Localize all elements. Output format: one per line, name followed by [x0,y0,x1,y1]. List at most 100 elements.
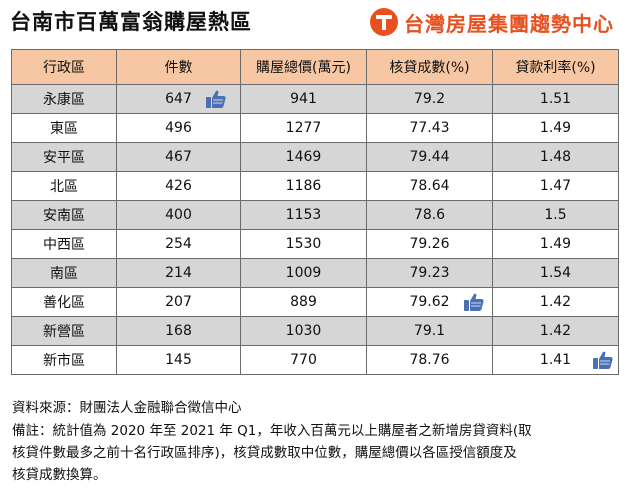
table-row: 安平區 467 1469 79.44 1.48 [11,142,619,172]
cell-price-value: 1009 [285,265,322,281]
table-row: 新市區 145 770 78.76 1.41 [11,345,619,375]
cell-price: 941 [240,84,367,114]
cell-ltv: 79.62 [366,287,493,317]
cell-ltv-value: 79.2 [413,91,446,107]
cell-rate-value: 1.42 [539,294,572,310]
header: 台南市百萬富翁購屋熱區 台灣房屋集團趨勢中心 [0,0,628,44]
cell-district: 新市區 [11,345,117,375]
cell-count: 145 [116,345,241,375]
cell-ltv: 77.43 [366,113,493,143]
cell-ltv: 79.44 [366,142,493,172]
cell-district: 新營區 [11,316,117,346]
cell-ltv-value: 78.64 [409,178,450,194]
cell-rate-value: 1.49 [539,236,572,252]
brand: 台灣房屋集團趨勢中心 [370,7,614,37]
cell-price-value: 1153 [285,207,322,223]
cell-count: 168 [116,316,241,346]
cell-rate-value: 1.47 [539,178,572,194]
cell-count: 647 [116,84,241,114]
cell-rate: 1.51 [492,84,619,114]
cell-rate-value: 1.51 [539,91,572,107]
cell-count: 214 [116,258,241,288]
cell-ltv-value: 78.76 [409,352,450,368]
cell-district: 東區 [11,113,117,143]
cell-ltv-value: 79.44 [409,149,450,165]
cell-price-value: 1277 [285,120,322,136]
cell-count: 254 [116,229,241,259]
cell-price: 1030 [240,316,367,346]
table-row: 安南區 400 1153 78.6 1.5 [11,200,619,230]
cell-district-value: 新營區 [43,324,85,340]
cell-rate-value: 1.5 [544,207,567,223]
cell-price-value: 1030 [285,323,322,339]
cell-district: 安平區 [11,142,117,172]
cell-rate: 1.48 [492,142,619,172]
table-row: 新營區 168 1030 79.1 1.42 [11,316,619,346]
cell-count-value: 207 [165,294,192,310]
cell-rate-value: 1.42 [539,323,572,339]
cell-rate: 1.42 [492,316,619,346]
cell-rate: 1.5 [492,200,619,230]
cell-district: 北區 [11,171,117,201]
cell-district-value: 安南區 [43,208,85,224]
cell-price-value: 1469 [285,149,322,165]
column-header-price: 購屋總價(萬元) [240,49,367,85]
cell-count-value: 168 [165,323,192,339]
cell-price: 889 [240,287,367,317]
cell-district-value: 北區 [50,179,78,195]
cell-count: 426 [116,171,241,201]
cell-count-value: 496 [165,120,192,136]
cell-ltv: 79.1 [366,316,493,346]
table-row: 南區 214 1009 79.23 1.54 [11,258,619,288]
cell-rate: 1.41 [492,345,619,375]
data-table: 行政區 件數 購屋總價(萬元) 核貸成數(%) 貸款利率(%) 永康區 647 94… [11,49,619,375]
cell-district: 善化區 [11,287,117,317]
column-header-district: 行政區 [11,49,117,85]
remark-line-1: 備註：統計值為 2020 年至 2021 年 Q1，年收入百萬元以上購屋者之新增… [12,423,532,439]
column-header-count: 件數 [116,49,241,85]
cell-price-value: 1530 [285,236,322,252]
table-row: 中西區 254 1530 79.26 1.49 [11,229,619,259]
table-header-row: 行政區 件數 購屋總價(萬元) 核貸成數(%) 貸款利率(%) [11,49,619,85]
remark-line-3: 核貸成數換算。 [12,467,107,483]
cell-count: 400 [116,200,241,230]
column-header-ltv: 核貸成數(%) [366,49,493,85]
cell-rate: 1.49 [492,229,619,259]
cell-ltv: 78.64 [366,171,493,201]
brand-logo-icon [370,8,398,36]
cell-price-value: 1186 [285,178,322,194]
cell-district-value: 安平區 [43,150,85,166]
cell-count-value: 647 [165,91,192,107]
table-row: 善化區 207 889 79.62 1.42 [11,287,619,317]
cell-count-value: 254 [165,236,192,252]
cell-district: 永康區 [11,84,117,114]
remark-line-2: 核貸件數最多之前十名行政區排序)，核貸成數取中位數，購屋總價以各區授信額度及 [12,445,517,461]
cell-rate-value: 1.48 [539,149,572,165]
cell-price: 770 [240,345,367,375]
cell-count: 207 [116,287,241,317]
cell-rate: 1.54 [492,258,619,288]
cell-district-value: 新市區 [43,353,85,369]
cell-count-value: 145 [165,352,192,368]
table-row: 東區 496 1277 77.43 1.49 [11,113,619,143]
cell-district: 安南區 [11,200,117,230]
cell-count-value: 467 [165,149,192,165]
cell-price: 1277 [240,113,367,143]
page-title: 台南市百萬富翁購屋熱區 [10,10,252,34]
cell-district: 南區 [11,258,117,288]
cell-price-value: 889 [290,294,317,310]
brand-name: 台灣房屋集團趨勢中心 [404,11,614,36]
cell-count-value: 214 [165,265,192,281]
thumbs-up-icon [463,292,485,312]
thumbs-up-icon [205,89,227,109]
cell-district-value: 東區 [50,121,78,137]
cell-ltv-value: 79.26 [409,236,450,252]
cell-ltv-value: 79.1 [413,323,446,339]
table-row: 北區 426 1186 78.64 1.47 [11,171,619,201]
cell-price: 1530 [240,229,367,259]
cell-count-value: 426 [165,178,192,194]
cell-district-value: 中西區 [43,237,85,253]
table-body: 永康區 647 941 79.2 1.51 東區 496 1277 77.43 1.49 安平區 46… [11,84,619,375]
cell-count-value: 400 [165,207,192,223]
cell-ltv-value: 79.62 [409,294,450,310]
